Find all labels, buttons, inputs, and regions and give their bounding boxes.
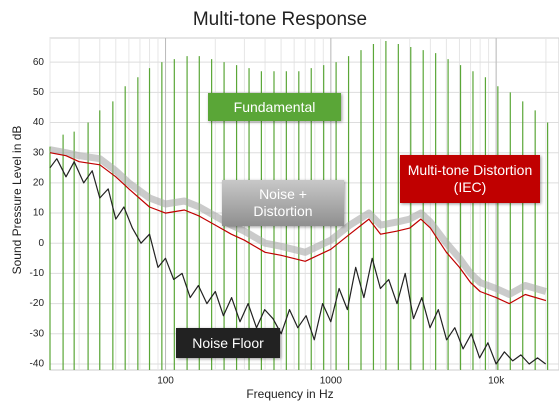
y-tick-label: 40 — [33, 117, 45, 128]
y-tick-label: 60 — [33, 57, 45, 68]
legend-noise-floor: Noise Floor — [176, 328, 280, 358]
y-tick-label: 20 — [33, 178, 45, 189]
series-line — [49, 152, 547, 305]
x-tick-label: 10k — [488, 376, 505, 387]
x-axis-label: Frequency in Hz — [246, 387, 333, 401]
series-line — [49, 158, 547, 365]
y-tick-label: -20 — [30, 298, 45, 309]
legend-distortion: Multi-tone Distortion (IEC) — [400, 155, 540, 203]
y-tick-label: 50 — [33, 87, 45, 98]
x-tick-label: 100 — [157, 376, 174, 387]
series-line — [49, 146, 547, 298]
chart-title: Multi-tone Response — [193, 9, 367, 30]
y-tick-label: -40 — [30, 359, 45, 370]
y-tick-label: 10 — [33, 208, 45, 219]
legend-noise-distortion: Noise + Distortion — [222, 180, 344, 226]
y-tick-label: -10 — [30, 268, 45, 279]
y-tick-label: 30 — [33, 147, 45, 158]
legend-fundamental: Fundamental — [208, 93, 341, 121]
y-tick-label: 0 — [38, 238, 44, 249]
x-tick-label: 1000 — [320, 376, 343, 387]
y-tick-label: -30 — [30, 328, 45, 339]
y-axis-label: Sound Pressure Level in dB — [10, 126, 24, 275]
